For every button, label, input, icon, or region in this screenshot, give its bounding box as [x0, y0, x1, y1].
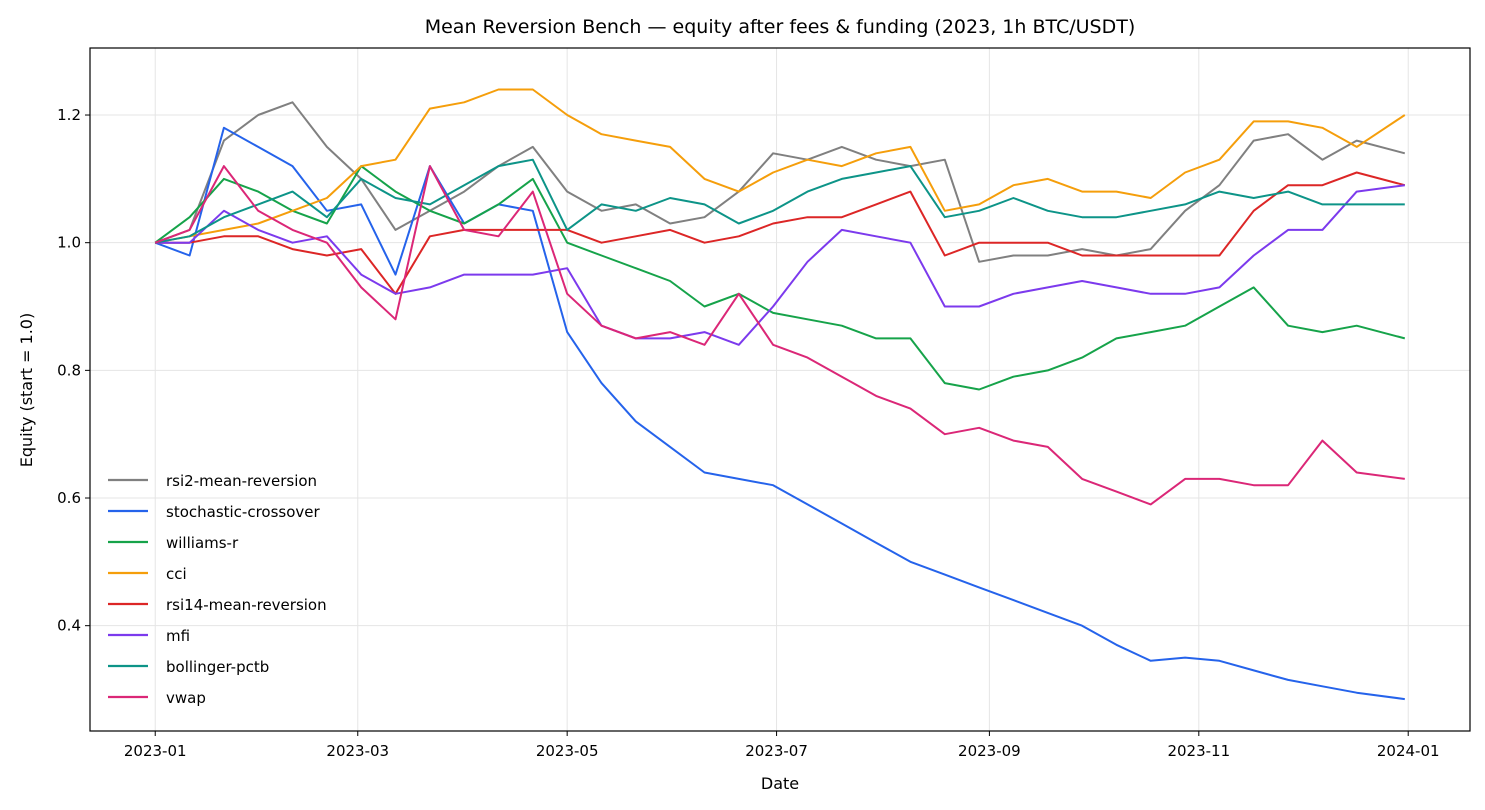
y-tick-label: 1.0: [57, 234, 81, 252]
x-tick-label: 2023-03: [326, 742, 389, 760]
legend-label-mfi: mfi: [166, 627, 190, 645]
series-line-cci: [155, 88, 1406, 244]
legend-label-rsi14-mean-reversion: rsi14-mean-reversion: [166, 596, 327, 614]
legend-label-williams-r: williams-r: [166, 534, 239, 552]
x-axis-ticks: 2023-01 2023-03 2023-05 2023-07 2023-09 2023-…: [124, 731, 1440, 760]
x-axis-label: Date: [761, 774, 799, 793]
series-line-stochastic-crossover: [154, 126, 1405, 701]
legend: rsi2-mean-reversion stochastic-crossover w…: [108, 472, 327, 707]
legend-label-cci: cci: [166, 565, 187, 583]
y-tick-label: 0.8: [57, 361, 81, 379]
chart-title: Mean Reversion Bench — equity after fees…: [425, 16, 1136, 38]
x-tick-label: 2023-01: [124, 742, 187, 760]
legend-label-rsi2-mean-reversion: rsi2-mean-reversion: [166, 472, 317, 490]
y-tick-label: 0.4: [57, 617, 81, 635]
y-axis-label: Equity (start = 1.0): [17, 313, 36, 467]
legend-label-bollinger-pctb: bollinger-pctb: [166, 658, 269, 676]
series-line-mfi: [155, 184, 1405, 346]
x-tick-label: 2023-11: [1167, 742, 1230, 760]
y-tick-label: 0.6: [57, 489, 81, 507]
x-tick-label: 2024-01: [1377, 742, 1440, 760]
legend-label-vwap: vwap: [166, 689, 206, 707]
plot-area-frame: [89, 47, 1471, 732]
y-axis-ticks: 0.4 0.6 0.8 1.0 1.2: [57, 106, 90, 635]
grid-lines: [90, 48, 1470, 731]
y-tick-label: 1.2: [57, 106, 81, 124]
x-tick-label: 2023-07: [745, 742, 808, 760]
x-tick-label: 2023-09: [958, 742, 1021, 760]
series-line-rsi14-mean-reversion: [155, 171, 1406, 295]
legend-label-stochastic-crossover: stochastic-crossover: [166, 503, 321, 521]
series-line-bollinger-pctb: [155, 158, 1405, 244]
series-lines: [154, 88, 1406, 701]
series-line-vwap: [154, 165, 1405, 506]
x-tick-label: 2023-05: [536, 742, 599, 760]
